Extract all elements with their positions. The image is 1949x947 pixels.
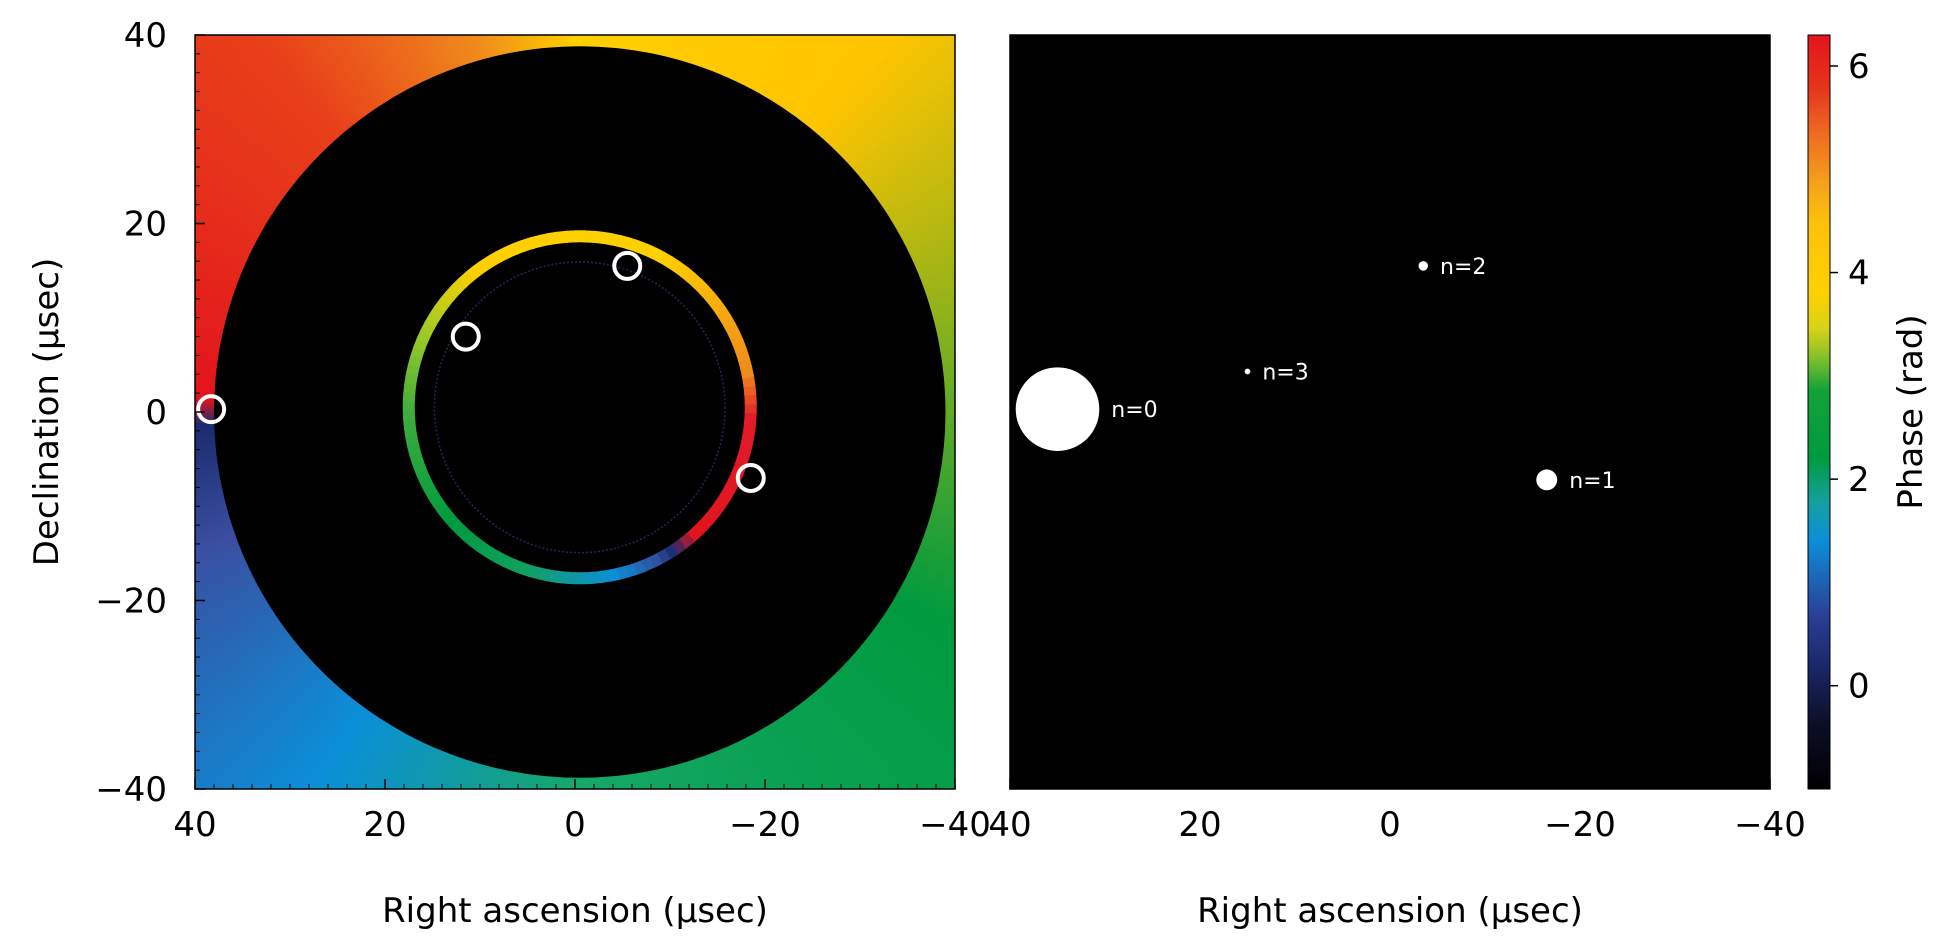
colorbar-tick-label: 2 bbox=[1848, 460, 1870, 500]
x-tick-label: 20 bbox=[1178, 805, 1221, 845]
point-label: n=2 bbox=[1440, 255, 1486, 280]
right-panel-images: n=0 n=1 n=2 n=3 40 20 0 −20 −40 Right ascension… bbox=[988, 35, 1806, 931]
dark-disk bbox=[214, 46, 946, 778]
colorbar-label: Phase (rad) bbox=[1891, 314, 1931, 509]
colorbar-ticks: 0 2 4 6 bbox=[1830, 47, 1870, 707]
image-point bbox=[1016, 367, 1100, 451]
x-tick-label: −20 bbox=[1544, 805, 1616, 845]
y-tick-label: 20 bbox=[124, 205, 167, 245]
ring-segment bbox=[683, 537, 691, 544]
colorbar-tick-label: 0 bbox=[1848, 667, 1870, 707]
image-point bbox=[1536, 469, 1557, 490]
point-label: n=3 bbox=[1262, 360, 1308, 385]
x-tick-label: −40 bbox=[919, 805, 991, 845]
x-tick-label: 20 bbox=[363, 805, 406, 845]
x-tick-label: −20 bbox=[729, 805, 801, 845]
y-tick-label: −20 bbox=[95, 582, 167, 622]
left-x-axis-title: Right ascension (μsec) bbox=[382, 891, 768, 931]
x-tick-label: 40 bbox=[988, 805, 1031, 845]
left-y-axis-title: Declination (μsec) bbox=[27, 258, 67, 567]
colorbar-tick-label: 6 bbox=[1848, 47, 1870, 87]
point-label: n=0 bbox=[1111, 398, 1157, 423]
colorbar-gradient bbox=[1808, 35, 1830, 789]
x-tick-label: 0 bbox=[564, 805, 586, 845]
x-tick-label: 40 bbox=[173, 805, 216, 845]
x-tick-label: −40 bbox=[1734, 805, 1806, 845]
right-x-axis-title: Right ascension (μsec) bbox=[1197, 891, 1583, 931]
x-tick-label: 0 bbox=[1379, 805, 1401, 845]
y-tick-label: 40 bbox=[124, 16, 167, 56]
image-point bbox=[1419, 261, 1429, 271]
colorbar-tick-label: 4 bbox=[1848, 254, 1870, 294]
y-tick-label: −40 bbox=[95, 770, 167, 810]
point-label: n=1 bbox=[1569, 469, 1615, 494]
y-tick-label: 0 bbox=[145, 393, 167, 433]
colorbar: 0 2 4 6 Phase (rad) bbox=[1808, 35, 1931, 789]
image-point bbox=[1245, 369, 1251, 375]
